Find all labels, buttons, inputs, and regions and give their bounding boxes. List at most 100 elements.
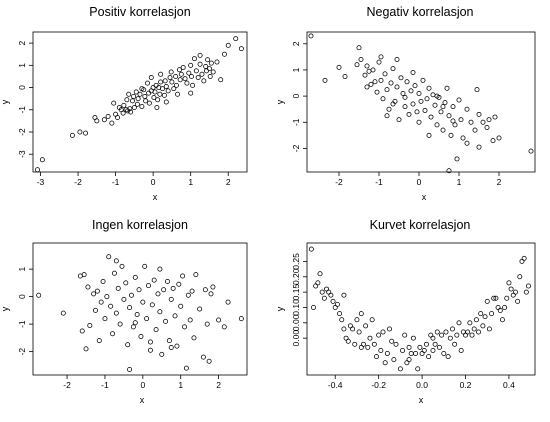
data-point	[127, 367, 133, 372]
data-point	[504, 295, 510, 301]
data-point	[79, 328, 85, 334]
data-point	[137, 91, 143, 97]
data-point	[83, 346, 89, 352]
data-point	[497, 308, 503, 314]
data-point	[397, 366, 403, 372]
data-point	[406, 357, 412, 363]
data-point	[94, 118, 100, 124]
data-point	[163, 318, 169, 324]
data-point	[440, 127, 446, 133]
data-point	[207, 73, 213, 79]
data-point	[158, 71, 164, 77]
data-point	[394, 84, 400, 90]
data-point	[139, 103, 145, 109]
data-point	[492, 114, 498, 120]
data-point	[400, 91, 406, 96]
x-axis-label: x	[153, 192, 158, 202]
data-point	[35, 167, 40, 173]
data-point	[441, 351, 447, 356]
data-point	[412, 83, 418, 89]
data-point	[454, 332, 460, 338]
y-axis-label: y	[0, 306, 10, 311]
data-point	[308, 246, 314, 252]
y-tick-label: 0.10	[291, 299, 301, 316]
data-point	[110, 331, 116, 337]
y-axis-label: y	[275, 306, 285, 311]
y-tick-label: -2	[17, 128, 27, 136]
data-point	[155, 291, 161, 297]
data-point	[140, 299, 146, 305]
data-point	[408, 88, 414, 94]
data-point	[467, 320, 473, 326]
data-point	[188, 62, 194, 68]
data-point	[128, 109, 134, 115]
data-point	[94, 288, 100, 294]
data-point	[396, 117, 402, 123]
data-point	[163, 99, 169, 105]
data-point	[321, 295, 327, 301]
data-point	[354, 62, 360, 68]
data-point	[176, 281, 182, 287]
data-point	[172, 313, 178, 319]
data-point	[158, 79, 164, 85]
x-tick-label: 0	[417, 177, 422, 187]
data-point	[180, 273, 186, 279]
data-point	[113, 258, 119, 264]
data-point	[185, 292, 191, 298]
data-point	[334, 301, 340, 307]
data-point	[476, 329, 482, 335]
x-axis-label: x	[422, 192, 427, 202]
data-point	[182, 324, 187, 330]
data-point	[130, 98, 135, 104]
y-tick-label: -3	[17, 150, 27, 158]
data-point	[160, 86, 166, 92]
data-point	[402, 94, 408, 100]
data-point	[428, 114, 434, 120]
data-point	[445, 354, 451, 360]
data-point	[521, 255, 527, 261]
data-point	[127, 305, 133, 311]
data-point	[216, 317, 222, 323]
y-tick-label: -2	[291, 144, 301, 152]
data-point	[472, 127, 478, 133]
data-point	[178, 303, 184, 309]
data-point	[474, 87, 480, 93]
data-point	[135, 96, 141, 102]
data-point	[380, 329, 386, 335]
data-point	[199, 71, 205, 77]
x-tick-label: 1	[457, 177, 462, 187]
data-point	[382, 71, 388, 77]
data-point	[191, 56, 197, 62]
data-point	[366, 68, 372, 74]
data-point	[426, 132, 432, 138]
data-point	[142, 93, 148, 99]
data-point	[210, 69, 216, 75]
x-tick-label: -2	[335, 177, 343, 187]
data-point	[422, 108, 428, 113]
data-point	[169, 79, 175, 85]
data-point	[176, 67, 182, 73]
data-point	[206, 66, 212, 72]
data-point	[410, 335, 416, 341]
x-tick-label: -0.2	[371, 380, 386, 390]
data-point	[434, 329, 440, 335]
data-point	[131, 93, 137, 99]
data-point	[486, 117, 492, 123]
chart-title: Ingen korrelasjon	[92, 218, 188, 232]
data-point	[490, 138, 496, 144]
data-point	[393, 341, 399, 347]
data-point	[162, 78, 168, 84]
data-point	[339, 317, 345, 323]
data-point	[146, 100, 152, 106]
data-point	[139, 86, 145, 92]
data-point	[205, 57, 211, 63]
data-point	[317, 271, 323, 277]
data-point	[163, 83, 169, 89]
data-point	[432, 102, 438, 108]
x-tick-label: -0.4	[328, 380, 343, 390]
data-point	[195, 75, 201, 81]
data-point	[384, 87, 390, 93]
data-point	[136, 287, 142, 293]
data-point	[125, 342, 131, 348]
data-point	[367, 335, 373, 341]
